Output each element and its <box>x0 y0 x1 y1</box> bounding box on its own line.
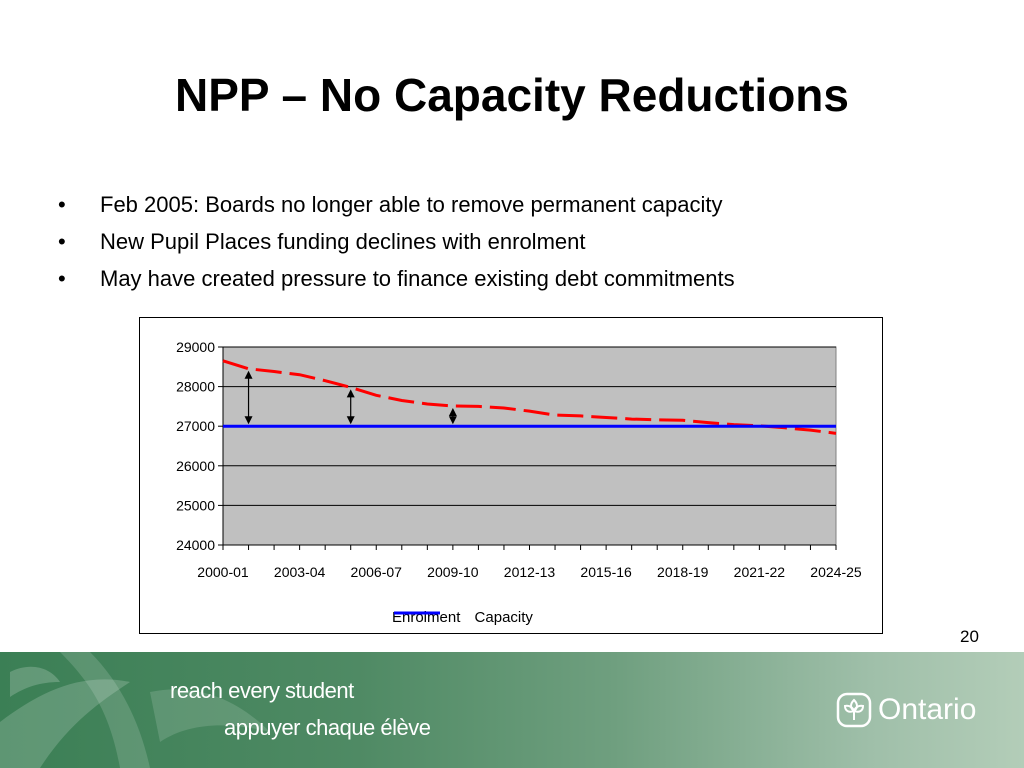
x-tick-label: 2000-01 <box>197 564 249 580</box>
plot-area <box>222 346 837 546</box>
x-tick-label: 2003-04 <box>274 564 326 580</box>
x-tick-label: 2021-22 <box>734 564 786 580</box>
gap-arrow-head <box>244 370 253 379</box>
legend-capacity-swatch <box>394 611 440 615</box>
bullet-text: Feb 2005: Boards no longer able to remov… <box>100 192 723 217</box>
y-tick-label: 27000 <box>176 418 215 434</box>
gap-arrow-head <box>346 416 355 425</box>
y-tick-label: 26000 <box>176 458 215 474</box>
bullet-text: New Pupil Places funding declines with e… <box>100 229 586 254</box>
x-tick-label: 2006-07 <box>351 564 403 580</box>
footer-banner: reach every student appuyer chaque élève… <box>0 652 1024 768</box>
x-tick-label: 2015-16 <box>580 564 632 580</box>
x-tick-label: 2012-13 <box>504 564 556 580</box>
x-tick-label: 2009-10 <box>427 564 479 580</box>
legend-label: Capacity <box>474 608 533 626</box>
bullet-item: • New Pupil Places funding declines with … <box>58 223 735 260</box>
page-number: 20 <box>960 627 979 646</box>
ontario-wordmark: Ontario <box>878 693 977 727</box>
tagline-english: reach every student <box>170 678 354 703</box>
line-chart: 24000 25000 26000 27000 28000 29000 2000-01 200… <box>176 339 862 580</box>
tagline-french: appuyer chaque élève <box>224 715 431 740</box>
gap-arrow-head <box>448 408 457 417</box>
y-tick-label: 24000 <box>176 537 215 553</box>
bullet-item: • May have created pressure to finance ex… <box>58 260 735 297</box>
gap-arrow-head <box>448 416 457 425</box>
x-tick-label: 2024-25 <box>810 564 862 580</box>
gap-arrow-head <box>244 416 253 425</box>
y-tick-label: 29000 <box>176 339 215 355</box>
leaf-decoration-icon <box>0 652 270 768</box>
legend-item-capacity: Capacity <box>394 608 533 626</box>
bullet-icon: • <box>58 192 66 217</box>
chart-legend: Enrolment Capacity <box>392 608 543 626</box>
chart-frame: 24000 25000 26000 27000 28000 29000 2000-01 200… <box>139 317 883 634</box>
bullet-icon: • <box>58 229 66 254</box>
bullet-list: • Feb 2005: Boards no longer able to remo… <box>58 186 735 297</box>
gap-arrow-head <box>346 389 355 398</box>
trillium-icon <box>836 692 872 728</box>
ontario-logo: Ontario <box>836 692 976 728</box>
x-tick-label: 2018-19 <box>657 564 709 580</box>
bullet-text: May have created pressure to finance exi… <box>100 266 735 291</box>
slide-title: NPP – No Capacity Reductions <box>175 69 849 121</box>
y-tick-label: 28000 <box>176 379 215 395</box>
bullet-item: • Feb 2005: Boards no longer able to remo… <box>58 186 735 223</box>
bullet-icon: • <box>58 266 66 291</box>
y-tick-label: 25000 <box>176 497 215 513</box>
